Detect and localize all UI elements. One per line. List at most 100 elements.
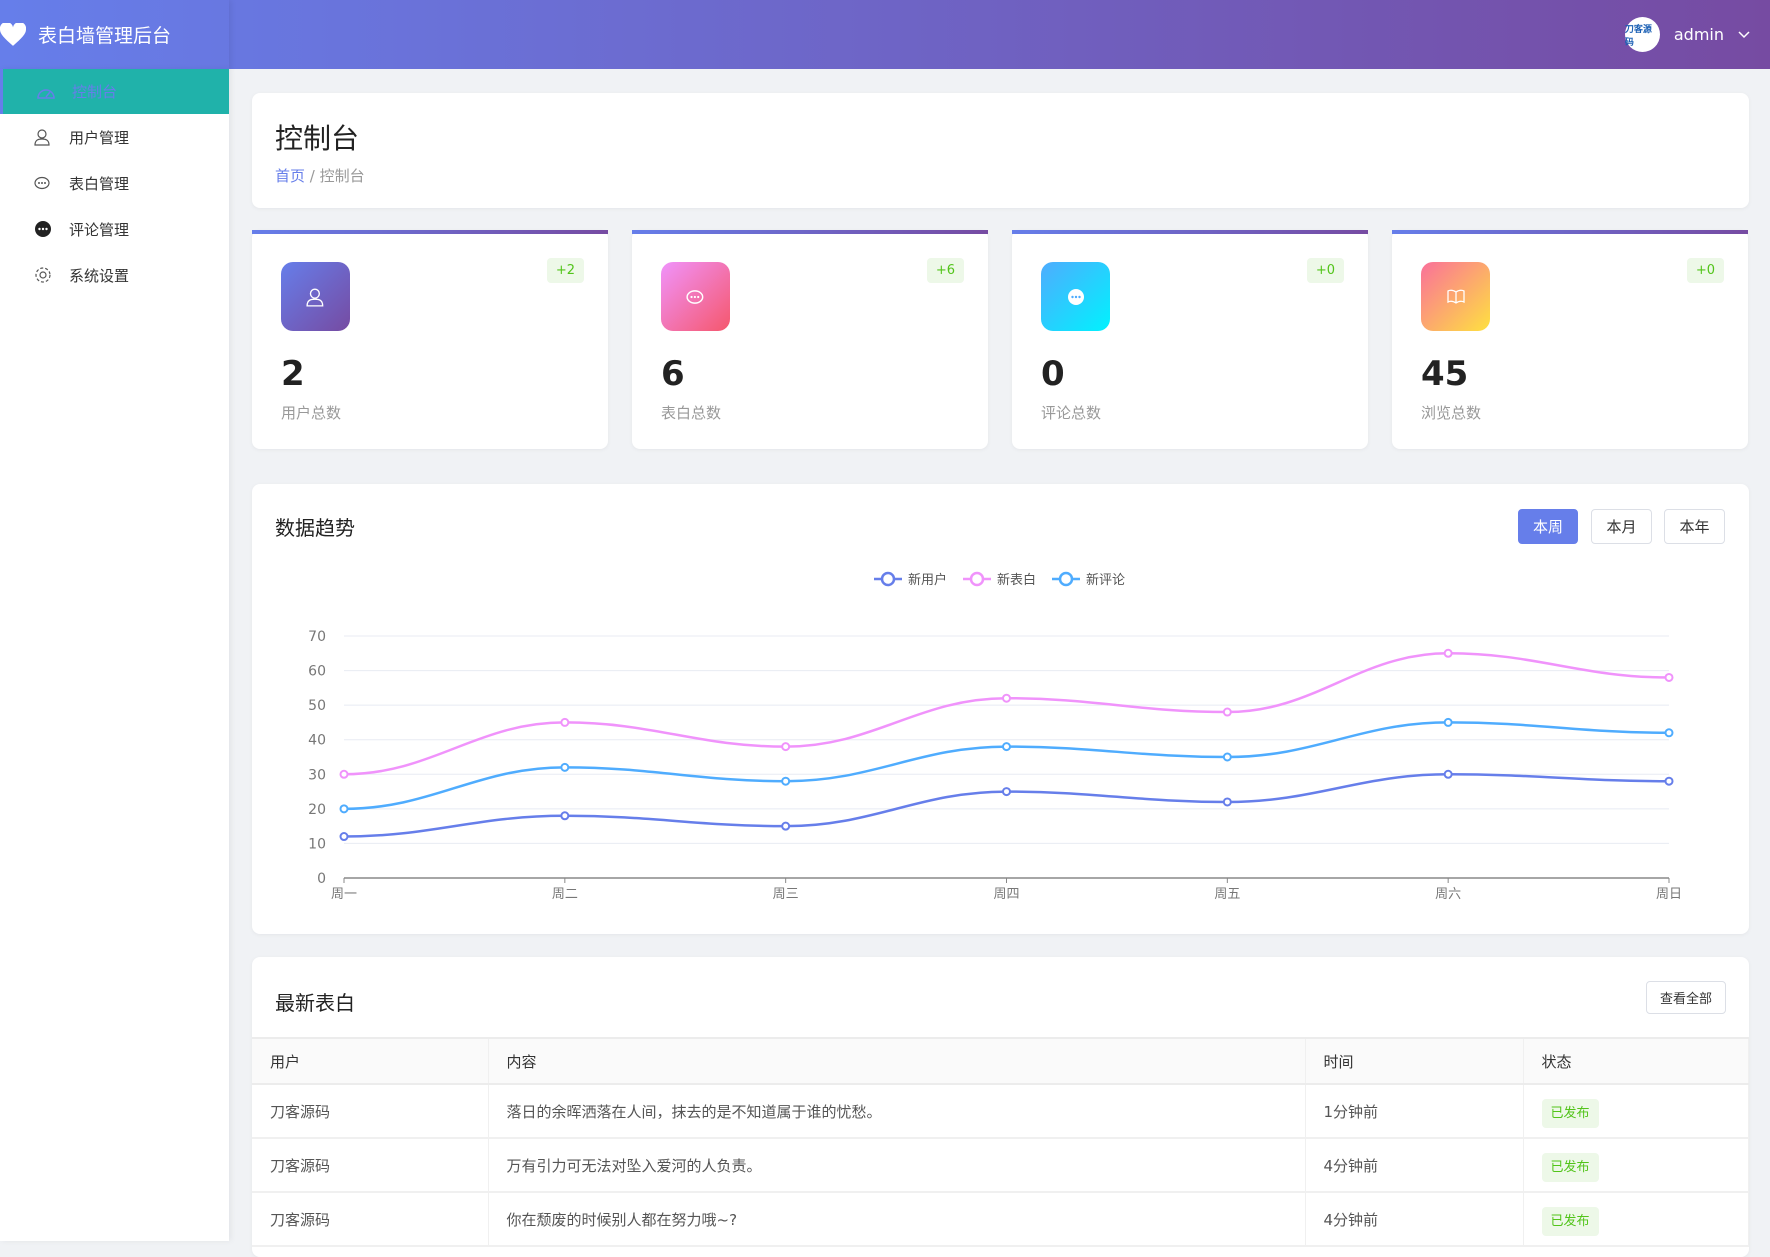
book-icon bbox=[1421, 262, 1490, 331]
user-menu[interactable]: 刀客源码 admin bbox=[1624, 0, 1750, 69]
status-badge: 已发布 bbox=[1541, 1152, 1599, 1182]
breadcrumb-current: 控制台 bbox=[319, 167, 365, 185]
sidebar-item-label: 用户管理 bbox=[69, 128, 130, 147]
table-row[interactable]: 刀客源码 万有引力可无法对坠入爱河的人负责。 4分钟前 已发布 bbox=[252, 1138, 1749, 1193]
data-point bbox=[1002, 742, 1011, 752]
data-point bbox=[560, 717, 570, 727]
x-tick-label: 周六 bbox=[1435, 887, 1461, 902]
chevron-down-icon bbox=[1738, 30, 1750, 38]
cell-user: 刀客源码 bbox=[252, 1192, 489, 1247]
legend-label: 新表白 bbox=[997, 572, 1036, 588]
breadcrumb-home[interactable]: 首页 bbox=[275, 167, 306, 185]
user-icon bbox=[33, 127, 53, 147]
year-button[interactable]: 本年 bbox=[1664, 509, 1725, 544]
legend-label: 新用户 bbox=[908, 572, 947, 588]
sidebar-item-label: 控制台 bbox=[72, 83, 118, 101]
legend-marker bbox=[1058, 571, 1074, 587]
data-point bbox=[1222, 752, 1232, 762]
data-point bbox=[1443, 648, 1453, 658]
stat-value: 6 bbox=[661, 354, 685, 394]
cell-content: 落日的余晖洒落在人间，抹去的是不知道属于谁的忧愁。 bbox=[488, 1084, 1306, 1139]
sidebar-item-label: 表白管理 bbox=[69, 174, 130, 193]
data-point bbox=[1002, 693, 1011, 703]
data-point bbox=[781, 776, 791, 786]
data-point bbox=[560, 762, 570, 772]
avatar: 刀客源码 bbox=[1624, 17, 1660, 52]
series-line bbox=[343, 652, 1670, 776]
app-logo[interactable]: 表白墙管理后台 bbox=[0, 0, 229, 69]
cell-status: 已发布 bbox=[1523, 1138, 1749, 1193]
data-point bbox=[560, 811, 570, 821]
y-tick-label: 20 bbox=[308, 802, 326, 818]
stat-label: 评论总数 bbox=[1041, 404, 1102, 422]
dashboard-icon bbox=[36, 82, 56, 102]
y-tick-label: 10 bbox=[308, 836, 326, 852]
data-point bbox=[1002, 787, 1011, 797]
page-header-card: 控制台 首页 / 控制台 bbox=[252, 93, 1749, 208]
y-tick-label: 0 bbox=[317, 871, 326, 887]
x-tick-label: 周二 bbox=[552, 887, 578, 902]
stat-card-confessions: +6 6 表白总数 bbox=[632, 230, 988, 449]
sidebar-item-confessions[interactable]: 表白管理 bbox=[0, 160, 229, 206]
delta-badge: +2 bbox=[546, 258, 584, 283]
legend-label: 新评论 bbox=[1086, 572, 1125, 588]
data-point bbox=[339, 832, 349, 842]
table-row[interactable]: 刀客源码 落日的余晖洒落在人间，抹去的是不知道属于谁的忧愁。 1分钟前 已发布 bbox=[252, 1084, 1749, 1139]
column-header: 时间 bbox=[1305, 1037, 1524, 1085]
sidebar-item-comments[interactable]: 评论管理 bbox=[0, 206, 229, 252]
chat-bubbles-icon bbox=[33, 173, 53, 193]
y-tick-label: 60 bbox=[308, 664, 326, 680]
stat-label: 用户总数 bbox=[281, 404, 342, 422]
cell-time: 4分钟前 bbox=[1305, 1192, 1524, 1247]
data-point bbox=[1222, 797, 1232, 807]
table-row[interactable]: 刀客源码 你在颓废的时候别人都在努力哦~? 4分钟前 已发布 bbox=[252, 1192, 1749, 1247]
sidebar-item-label: 评论管理 bbox=[69, 220, 130, 239]
chat-bubbles-icon bbox=[661, 262, 730, 331]
sidebar-item-settings[interactable]: 系统设置 bbox=[0, 252, 229, 298]
data-point bbox=[1222, 707, 1232, 717]
week-button[interactable]: 本周 bbox=[1518, 509, 1578, 544]
sidebar-item-users[interactable]: 用户管理 bbox=[0, 114, 229, 160]
breadcrumb-separator: / bbox=[309, 167, 315, 185]
column-header: 状态 bbox=[1523, 1037, 1749, 1085]
x-tick-label: 周五 bbox=[1214, 887, 1240, 902]
stat-value: 45 bbox=[1421, 354, 1469, 394]
heart-icon bbox=[0, 22, 26, 46]
delta-badge: +6 bbox=[926, 258, 964, 283]
legend-marker bbox=[880, 571, 896, 587]
y-tick-label: 50 bbox=[308, 698, 326, 714]
trend-title: 数据趋势 bbox=[275, 516, 355, 540]
data-point bbox=[1443, 769, 1453, 779]
cell-status: 已发布 bbox=[1523, 1084, 1749, 1139]
page-title: 控制台 bbox=[275, 122, 360, 155]
comment-icon bbox=[1041, 262, 1110, 331]
column-header: 用户 bbox=[252, 1037, 489, 1085]
x-tick-label: 周四 bbox=[993, 887, 1019, 902]
stat-card-users: +2 2 用户总数 bbox=[252, 230, 608, 449]
y-tick-label: 30 bbox=[308, 767, 326, 783]
cell-user: 刀客源码 bbox=[252, 1084, 489, 1139]
data-point bbox=[1443, 717, 1453, 727]
stat-card-comments: +0 0 评论总数 bbox=[1012, 230, 1368, 449]
data-point bbox=[1664, 776, 1674, 786]
sidebar-item-dashboard[interactable]: 控制台 bbox=[0, 69, 229, 114]
data-point bbox=[781, 742, 791, 752]
data-point bbox=[339, 769, 349, 779]
column-header: 内容 bbox=[488, 1037, 1306, 1085]
top-header: 表白墙管理后台 刀客源码 admin bbox=[0, 0, 1770, 69]
cell-time: 4分钟前 bbox=[1305, 1138, 1524, 1193]
app-title: 表白墙管理后台 bbox=[38, 25, 172, 47]
data-point bbox=[1664, 728, 1674, 738]
stat-value: 2 bbox=[281, 354, 305, 394]
stat-card-views: +0 45 浏览总数 bbox=[1392, 230, 1748, 449]
series-line bbox=[343, 773, 1670, 838]
x-tick-label: 周日 bbox=[1656, 887, 1682, 902]
month-button[interactable]: 本月 bbox=[1591, 509, 1652, 544]
view-all-button[interactable]: 查看全部 bbox=[1646, 981, 1726, 1014]
cell-content: 你在颓废的时候别人都在努力哦~? bbox=[488, 1192, 1306, 1247]
status-badge: 已发布 bbox=[1541, 1206, 1599, 1236]
data-point bbox=[781, 821, 791, 831]
trend-chart: 0 10 20 30 40 50 60 70 周一 周二 周三 周四 周五 周六 周日 新用户 新表白 新评论 bbox=[308, 571, 1682, 902]
latest-title: 最新表白 bbox=[275, 991, 355, 1015]
stat-value: 0 bbox=[1041, 354, 1065, 394]
